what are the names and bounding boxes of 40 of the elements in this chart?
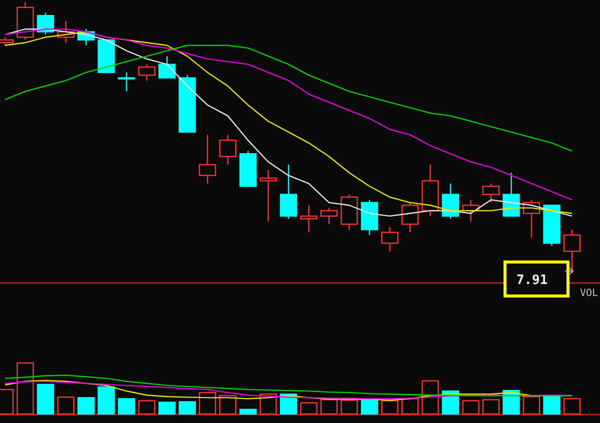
bar (158, 402, 176, 415)
bar (360, 400, 378, 415)
chart-title: VOL (580, 288, 598, 299)
bar (118, 398, 136, 415)
bar (381, 400, 398, 415)
candlestick (482, 182, 500, 204)
candlestick (401, 202, 419, 233)
candlestick (260, 169, 277, 222)
bar (77, 397, 95, 415)
candlestick (381, 226, 398, 252)
bar (57, 396, 74, 415)
bar (543, 395, 560, 415)
candlestick (118, 72, 136, 92)
bar (16, 362, 34, 415)
candlestick (502, 172, 520, 217)
bar (340, 400, 358, 415)
candlestick (280, 164, 298, 220)
bar (320, 399, 338, 415)
candlestick (198, 134, 216, 184)
bar (462, 400, 480, 415)
bar (36, 384, 54, 415)
bar (502, 390, 520, 415)
candlestick (158, 56, 176, 78)
bar (300, 402, 318, 415)
bar (138, 400, 156, 415)
bar (219, 395, 236, 415)
bar (401, 398, 419, 415)
bar (239, 408, 257, 415)
annotation: 7.91 (516, 273, 548, 288)
candlestick (36, 12, 54, 36)
bar (98, 386, 115, 415)
candlestick (320, 207, 338, 225)
candlestick (138, 64, 156, 82)
bar (563, 398, 581, 415)
candlestick (300, 204, 318, 233)
bar (522, 396, 540, 415)
bar (482, 399, 500, 415)
bar (198, 392, 216, 415)
candlestick (219, 134, 236, 166)
bar (178, 401, 196, 415)
